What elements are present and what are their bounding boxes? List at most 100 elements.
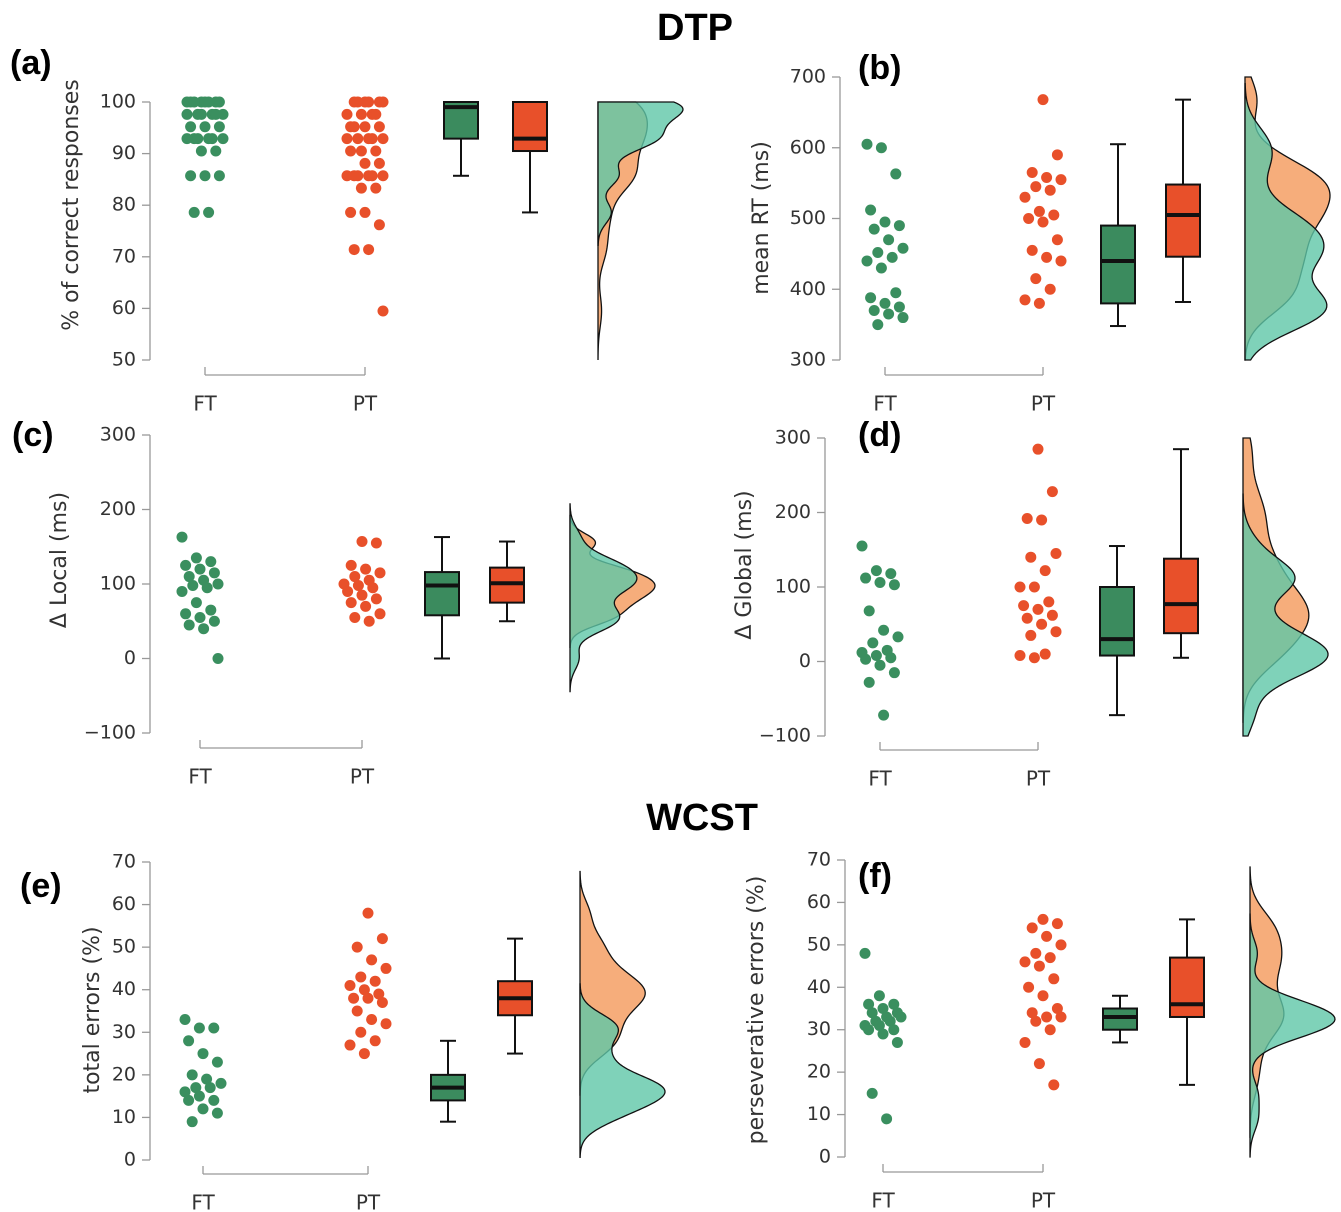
- x-tick-label: FT: [868, 767, 892, 791]
- box: [1163, 557, 1199, 635]
- data-point: [341, 133, 353, 145]
- y-axis-label: Δ Local (ms): [47, 492, 72, 628]
- data-point: [210, 108, 222, 120]
- data-point: [1043, 596, 1055, 608]
- data-point: [1014, 581, 1026, 593]
- data-point: [1041, 930, 1053, 942]
- data-point: [349, 571, 361, 583]
- data-point: [1021, 512, 1033, 524]
- data-point: [348, 244, 360, 256]
- y-tick-label: 10: [112, 1106, 136, 1128]
- data-point: [198, 623, 210, 635]
- data-point: [199, 121, 211, 133]
- data-point: [1028, 581, 1040, 593]
- data-point: [1048, 209, 1060, 221]
- data-point: [867, 637, 879, 649]
- y-tick-label: 600: [790, 136, 826, 158]
- data-point: [1019, 1036, 1031, 1048]
- data-point: [856, 540, 868, 552]
- data-point: [873, 990, 885, 1002]
- data-point: [373, 988, 385, 1000]
- data-point: [1051, 149, 1063, 161]
- y-tick-label: 300: [100, 424, 136, 446]
- data-point: [344, 1039, 356, 1051]
- x-tick-label: FT: [871, 1189, 895, 1212]
- data-point: [197, 1048, 209, 1060]
- data-point: [866, 1007, 878, 1019]
- x-tick-label: PT: [353, 392, 378, 416]
- data-point: [1039, 565, 1051, 577]
- data-point: [879, 216, 891, 228]
- y-tick-label: 10: [807, 1103, 831, 1125]
- y-tick-label: −100: [84, 722, 136, 744]
- data-point: [888, 998, 900, 1010]
- x-tick-label: PT: [1031, 1189, 1056, 1212]
- data-point: [195, 145, 207, 157]
- y-tick-label: 60: [112, 893, 136, 915]
- data-point: [1033, 205, 1045, 217]
- data-point: [183, 1094, 195, 1106]
- data-point: [1026, 922, 1038, 934]
- data-point: [1039, 648, 1051, 660]
- data-point: [212, 653, 224, 664]
- y-tick-label: −100: [759, 725, 811, 747]
- data-point: [205, 604, 217, 616]
- data-point: [366, 1014, 378, 1026]
- data-point: [1032, 603, 1044, 615]
- data-point: [369, 1035, 381, 1047]
- y-tick-label: 80: [112, 194, 136, 216]
- y-tick-label: 70: [807, 849, 831, 871]
- data-point: [215, 1077, 227, 1089]
- data-point: [358, 1048, 370, 1060]
- data-point: [861, 255, 873, 267]
- data-point: [884, 1015, 896, 1027]
- data-point: [1050, 547, 1062, 559]
- data-point: [204, 1082, 216, 1094]
- y-tick-label: 100: [100, 573, 136, 595]
- data-point: [1030, 1015, 1042, 1027]
- y-axis-label: perseverative errors (%): [744, 876, 769, 1145]
- data-point: [370, 537, 382, 549]
- x-tick-label: PT: [350, 765, 375, 789]
- density: [579, 983, 666, 1158]
- data-point: [358, 984, 370, 996]
- panel-label: (c): [12, 416, 54, 454]
- data-point: [1055, 255, 1067, 267]
- y-tick-label: 50: [112, 936, 136, 958]
- y-tick-label: 200: [100, 498, 136, 520]
- data-point: [897, 312, 909, 324]
- data-point: [890, 168, 902, 180]
- section-title: WCST: [646, 797, 758, 839]
- data-point: [1048, 1079, 1060, 1091]
- data-point: [1041, 251, 1053, 263]
- data-point: [883, 308, 895, 320]
- data-point: [886, 251, 898, 263]
- panel-label: (e): [20, 867, 62, 905]
- data-point: [868, 304, 880, 316]
- data-point: [359, 206, 371, 218]
- data-point: [352, 96, 364, 108]
- y-tick-label: 50: [807, 933, 831, 955]
- data-point: [1026, 244, 1038, 256]
- data-point: [888, 667, 900, 679]
- box: [1100, 224, 1136, 305]
- y-tick-label: 700: [790, 66, 826, 88]
- data-point: [877, 1003, 889, 1014]
- data-point: [370, 145, 382, 157]
- box: [1102, 1007, 1138, 1031]
- data-point: [868, 223, 880, 235]
- data-point: [355, 1026, 367, 1038]
- data-point: [1018, 600, 1030, 612]
- data-point: [1033, 960, 1045, 972]
- data-point: [190, 597, 202, 609]
- data-point: [360, 600, 372, 612]
- data-point: [188, 206, 200, 218]
- y-tick-label: 400: [790, 278, 826, 300]
- data-point: [355, 971, 367, 983]
- data-point: [1044, 1024, 1056, 1036]
- data-point: [349, 612, 361, 624]
- data-point: [203, 206, 215, 218]
- data-point: [373, 121, 385, 133]
- y-tick-label: 40: [112, 978, 136, 1000]
